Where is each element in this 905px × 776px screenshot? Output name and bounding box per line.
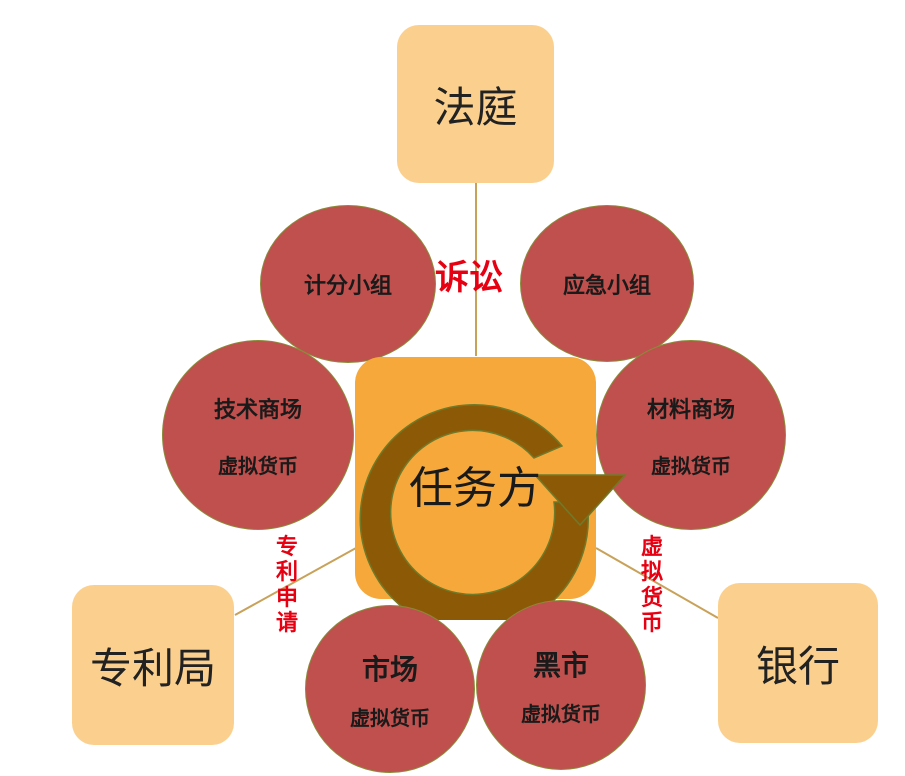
material-market-title: 材料商场 <box>646 397 735 423</box>
black-market-circle: 黑市 虚拟货币 <box>476 600 646 770</box>
market-circle: 市场 虚拟货币 <box>305 605 475 773</box>
tech-market-sub: 虚拟货币 <box>218 453 298 478</box>
tech-market-circle: 技术商场 虚拟货币 <box>162 340 354 530</box>
black-market-sub: 虚拟货币 <box>521 701 601 726</box>
market-sub: 虚拟货币 <box>350 705 430 730</box>
market-title: 市场 <box>361 652 418 686</box>
patent-application-char: 专 <box>276 535 299 560</box>
patent-application-char: 利 <box>276 560 299 586</box>
material-market-circle: 材料商场 虚拟货币 <box>596 340 786 530</box>
patent-office-box: 专利局 <box>72 585 234 745</box>
litigation-label: 诉讼 <box>435 258 503 298</box>
patent-application-label: 专 利 申 请 <box>276 535 298 636</box>
center-label: 任务方 <box>409 463 541 514</box>
connector-patent-office <box>234 547 357 616</box>
patent-office-label: 专利局 <box>89 643 216 693</box>
connector-bank <box>595 547 719 619</box>
material-market-sub: 虚拟货币 <box>651 453 731 478</box>
court-box: 法庭 <box>397 25 554 183</box>
bank-label: 银行 <box>755 641 840 691</box>
virtual-currency-label: 虚 拟 货 币 <box>641 535 663 636</box>
emergency-group-label: 应急小组 <box>562 273 651 299</box>
virtual-currency-char: 币 <box>641 610 664 636</box>
virtual-currency-char: 货 <box>641 585 664 611</box>
patent-application-char: 请 <box>276 610 299 636</box>
virtual-currency-char: 虚 <box>641 535 664 560</box>
scoring-group-label: 计分小组 <box>303 274 392 299</box>
black-market-title: 黑市 <box>532 648 589 682</box>
scoring-group-circle: 计分小组 <box>260 205 436 363</box>
patent-application-char: 申 <box>276 585 299 611</box>
emergency-group-circle: 应急小组 <box>520 205 694 362</box>
court-label: 法庭 <box>433 82 518 132</box>
bank-box: 银行 <box>718 583 878 743</box>
tech-market-title: 技术商场 <box>213 397 302 423</box>
cycle-arrow-icon <box>359 404 627 620</box>
virtual-currency-char: 拟 <box>641 560 664 586</box>
